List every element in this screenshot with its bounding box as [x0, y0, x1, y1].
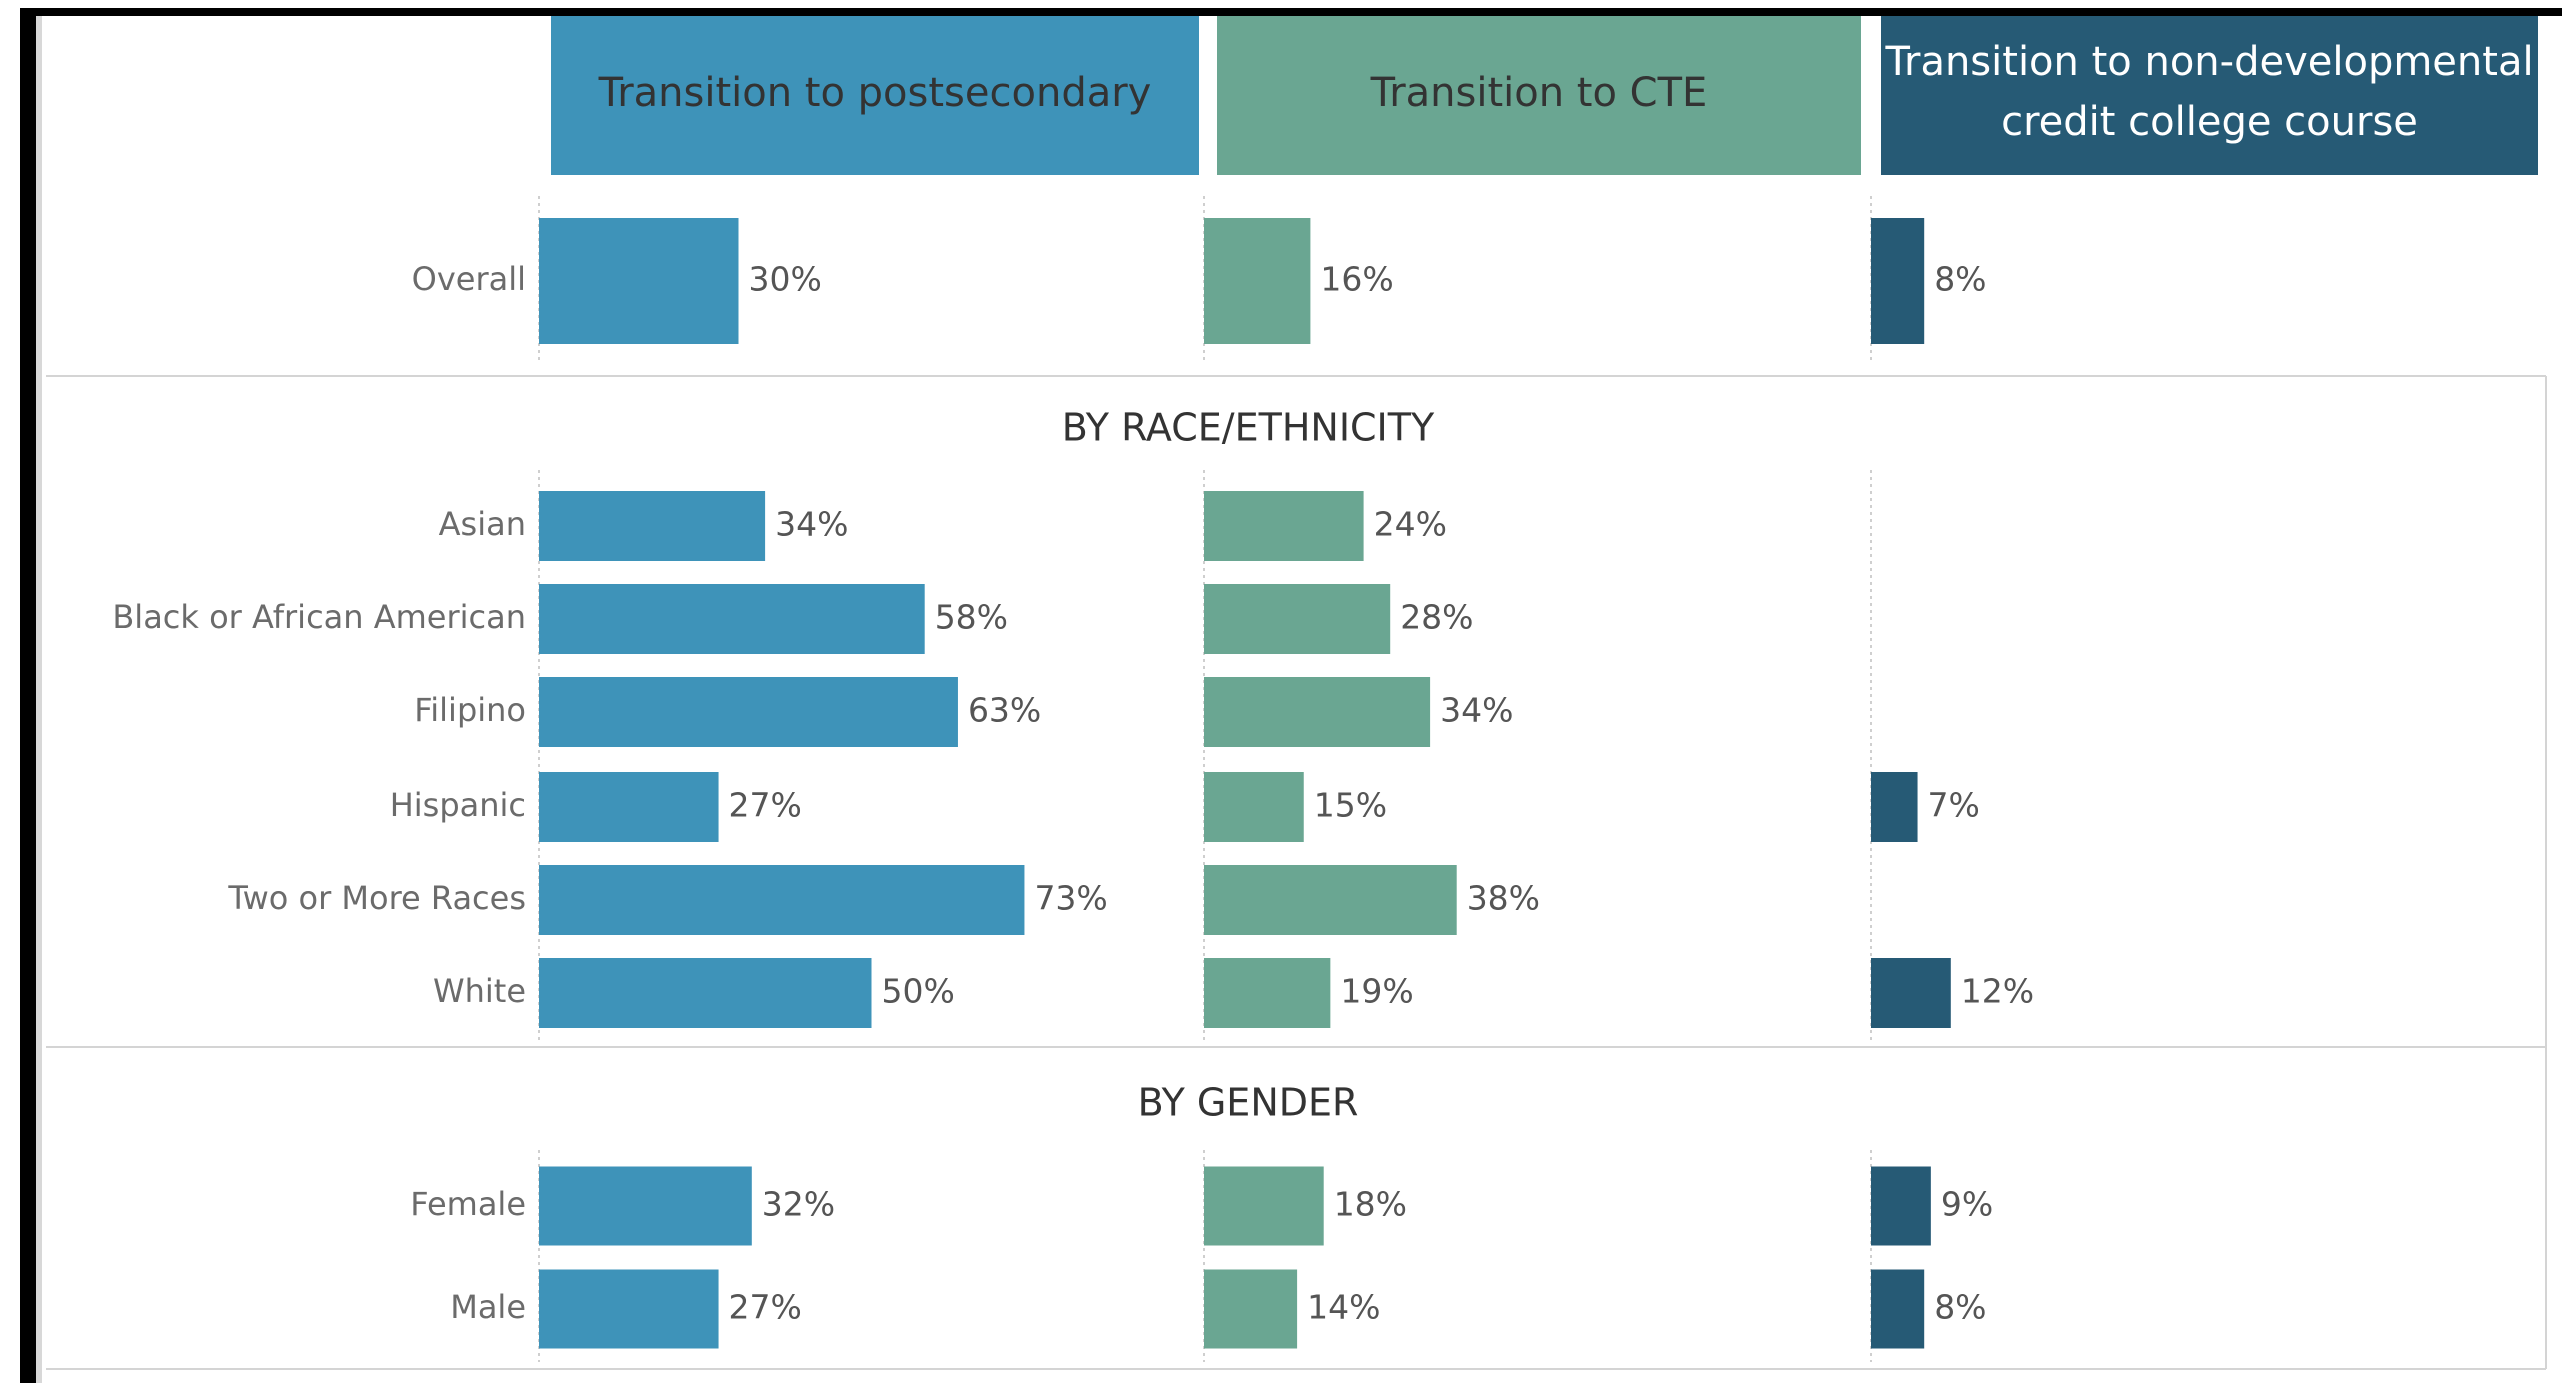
bar [1871, 1269, 1925, 1349]
value-label: 8% [1934, 1288, 1986, 1327]
bar [1204, 677, 1431, 747]
row-label: Filipino [414, 691, 526, 729]
bar [1204, 958, 1331, 1028]
row-label: Two or More Races [227, 879, 526, 917]
value-label: 73% [1034, 879, 1107, 918]
column-header [1217, 16, 1861, 175]
bar [1204, 1269, 1298, 1349]
value-label: 7% [1928, 786, 1980, 825]
row-label: Asian [439, 505, 526, 543]
value-label: 50% [882, 972, 955, 1011]
bar [539, 218, 739, 344]
row-label: Black or African American [112, 598, 526, 636]
bar [539, 865, 1025, 935]
value-label: 34% [775, 505, 848, 544]
bar [1204, 865, 1457, 935]
row-label: Male [450, 1288, 526, 1326]
bar [1871, 958, 1951, 1028]
frame-shadow [36, 16, 42, 1383]
value-label: 18% [1334, 1185, 1407, 1224]
bar [539, 584, 925, 654]
value-label: 16% [1320, 260, 1393, 299]
row-label: Hispanic [390, 786, 526, 824]
bar [1204, 491, 1364, 561]
value-label: 34% [1440, 691, 1513, 730]
section-heading: BY GENDER [1138, 1081, 1359, 1125]
value-label: 9% [1941, 1185, 1993, 1224]
bar [1871, 218, 1925, 344]
value-label: 63% [968, 691, 1041, 730]
bar [1871, 1166, 1931, 1246]
value-label: 27% [729, 1288, 802, 1327]
bar [1871, 772, 1918, 842]
column-header [1881, 16, 2538, 175]
value-label: 8% [1934, 260, 1986, 299]
row-label: Overall [412, 260, 526, 298]
value-label: 38% [1467, 879, 1540, 918]
bar [1204, 1166, 1324, 1246]
bar [1204, 584, 1391, 654]
bar [539, 491, 766, 561]
value-label: 58% [935, 598, 1008, 637]
bar [539, 1166, 752, 1246]
value-label: 27% [729, 786, 802, 825]
value-label: 12% [1961, 972, 2034, 1011]
value-label: 30% [749, 260, 822, 299]
bar [1204, 218, 1311, 344]
bar [539, 677, 958, 747]
value-label: 32% [762, 1185, 835, 1224]
column-header-label: Transition to CTE [1370, 70, 1708, 116]
value-label: 15% [1314, 786, 1387, 825]
section-heading: BY RACE/ETHNICITY [1062, 406, 1435, 450]
value-label: 28% [1400, 598, 1473, 637]
column-header-label: credit college course [2001, 99, 2418, 145]
column-header-label: Transition to postsecondary [598, 70, 1152, 116]
column-header [551, 16, 1199, 175]
bar [539, 772, 719, 842]
value-label: 19% [1340, 972, 1413, 1011]
frame-left [20, 8, 36, 1383]
row-label: White [433, 972, 526, 1010]
value-label: 14% [1307, 1288, 1380, 1327]
bar [539, 1269, 719, 1349]
frame-top [20, 8, 2562, 16]
bar [1204, 772, 1304, 842]
column-header-label: Transition to non-developmental [1884, 39, 2533, 85]
bar [539, 958, 872, 1028]
value-label: 24% [1374, 505, 1447, 544]
row-label: Female [410, 1185, 526, 1223]
